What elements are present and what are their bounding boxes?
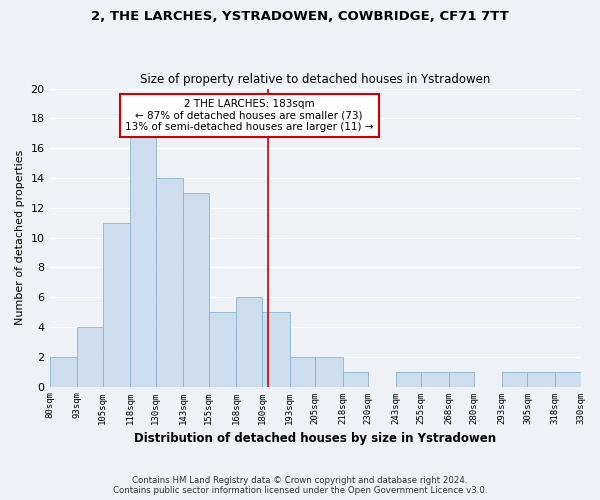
- Bar: [396, 372, 421, 386]
- Bar: [315, 357, 343, 386]
- Bar: [184, 193, 209, 386]
- Bar: [555, 372, 581, 386]
- Bar: [236, 297, 262, 386]
- Bar: [103, 222, 130, 386]
- Bar: [50, 357, 77, 386]
- Text: Contains HM Land Registry data © Crown copyright and database right 2024.
Contai: Contains HM Land Registry data © Crown c…: [113, 476, 487, 495]
- Title: Size of property relative to detached houses in Ystradowen: Size of property relative to detached ho…: [140, 73, 490, 86]
- Bar: [290, 357, 315, 386]
- Text: 2 THE LARCHES: 183sqm
← 87% of detached houses are smaller (73)
13% of semi-deta: 2 THE LARCHES: 183sqm ← 87% of detached …: [125, 99, 373, 132]
- Text: 2, THE LARCHES, YSTRADOWEN, COWBRIDGE, CF71 7TT: 2, THE LARCHES, YSTRADOWEN, COWBRIDGE, C…: [91, 10, 509, 23]
- Bar: [502, 372, 527, 386]
- Bar: [527, 372, 555, 386]
- Bar: [343, 372, 368, 386]
- Bar: [262, 312, 290, 386]
- X-axis label: Distribution of detached houses by size in Ystradowen: Distribution of detached houses by size …: [134, 432, 496, 445]
- Y-axis label: Number of detached properties: Number of detached properties: [15, 150, 25, 325]
- Bar: [130, 134, 156, 386]
- Bar: [209, 312, 236, 386]
- Bar: [77, 327, 103, 386]
- Bar: [156, 178, 184, 386]
- Bar: [421, 372, 449, 386]
- Bar: [449, 372, 475, 386]
